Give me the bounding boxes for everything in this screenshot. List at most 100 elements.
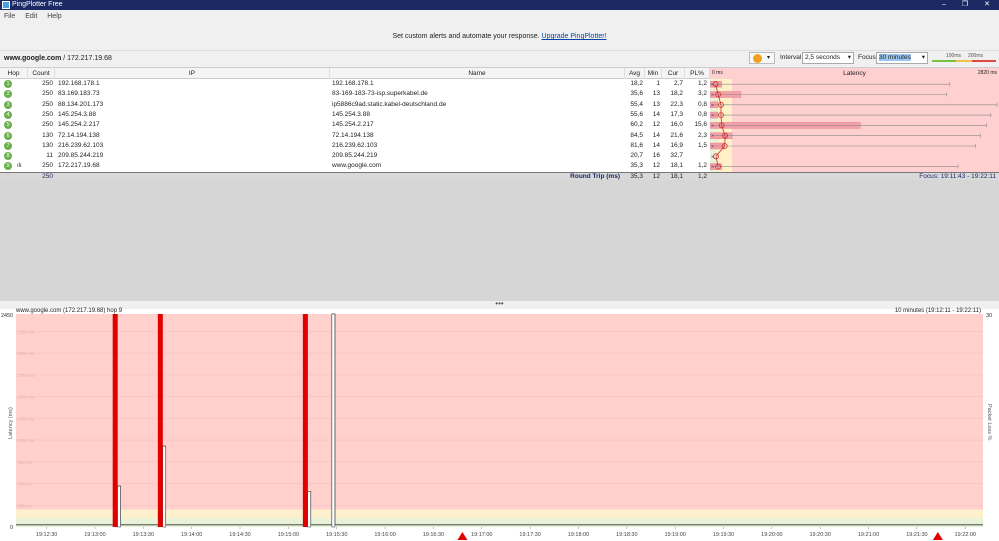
scale-200-label: 200ms <box>968 53 984 59</box>
hop-number: 9 <box>4 162 12 171</box>
col-avg[interactable]: Avg <box>625 68 645 79</box>
cell-name: 83-169-183-73-isp.superkabel.de <box>332 90 428 98</box>
hop-row[interactable]: 3 250 88.134.201.173 ip5886c9ad.static.kabe… <box>0 100 999 110</box>
loss-marker-icon[interactable] <box>932 532 943 540</box>
grid-label: 2000 ms <box>17 351 35 356</box>
cell-cur: 16,9 <box>670 141 683 149</box>
cell-cur: 16,0 <box>670 121 683 129</box>
maximize-button[interactable]: ❐ <box>961 1 969 8</box>
cell-ip: 172.217.19.68 <box>58 162 100 170</box>
cell-count: 250 <box>42 110 53 118</box>
pane-splitter[interactable]: ••• <box>0 300 999 309</box>
cell-ip: 209.85.244.219 <box>58 152 104 160</box>
scale-100-label: 100ms <box>946 53 962 59</box>
menu-file[interactable]: File <box>4 13 16 20</box>
hop-number: 1 <box>4 80 12 88</box>
latency-max-label: 2820 ms <box>977 70 997 76</box>
chart-range[interactable]: 10 minutes (19:12:11 - 19:22:11) <box>894 308 981 314</box>
grid-label: 1500 ms <box>17 395 35 400</box>
x-tick-label: 19:15:00 <box>278 532 299 538</box>
cell-ip: 192.168.178.1 <box>58 80 100 87</box>
cell-name: www.google.com <box>332 162 382 170</box>
pause-icon <box>753 54 762 63</box>
hop-number: 8 <box>4 152 12 161</box>
hop-row[interactable]: 2 250 83.169.183.73 83-169-183-73-isp.super… <box>0 89 999 99</box>
hop-row[interactable]: 4 250 145.254.3.88 145.254.3.88 55,6 14 17,3 0,… <box>0 110 999 120</box>
cell-cur: 18,1 <box>670 162 683 170</box>
grid-label: 2250 ms <box>17 329 35 334</box>
x-tick-label: 19:18:00 <box>568 532 589 538</box>
hop-number: 6 <box>4 131 12 140</box>
latency-spike <box>307 491 311 528</box>
minimize-button[interactable]: – <box>942 1 946 8</box>
focus-value: 30 minutes <box>879 54 911 61</box>
grid-label: 250 ms <box>17 503 33 508</box>
avg-trace <box>721 125 726 136</box>
latency-graph: × × × × × × × × × <box>710 80 998 171</box>
focus-label: Focus <box>858 54 876 61</box>
summary-pl: 1,2 <box>697 173 707 180</box>
summary-cur: 18,1 <box>670 173 683 180</box>
col-cur[interactable]: Cur <box>662 68 685 79</box>
cell-name: 216.239.62.103 <box>332 141 378 149</box>
interval-select[interactable]: 2,5 seconds ▾ <box>802 52 854 64</box>
loss-marker-icon[interactable] <box>457 532 468 540</box>
grid-label: 750 ms <box>17 460 33 465</box>
target-ip: / 172.217.19.68 <box>61 55 112 62</box>
x-tick-label: 19:21:30 <box>906 532 927 538</box>
latency-band <box>16 509 983 519</box>
col-pl[interactable]: PL% <box>685 68 710 79</box>
menu-edit[interactable]: Edit <box>25 13 38 20</box>
cell-count: 250 <box>42 80 53 87</box>
cur-marker: × <box>711 154 714 160</box>
upgrade-link[interactable]: Upgrade PingPlotter! <box>541 33 607 40</box>
cell-count: 130 <box>42 141 53 149</box>
latency-label: Latency <box>843 70 866 77</box>
hop-row[interactable]: 7 130 216.239.62.103 216.239.62.103 81,6 14 16… <box>0 141 999 151</box>
cur-marker: × <box>711 93 714 99</box>
cell-pl: 0,8 <box>697 110 707 118</box>
cell-min: 1 <box>656 80 660 87</box>
cell-pl: 1,2 <box>697 162 707 170</box>
focus-select[interactable]: 30 minutes ▾ <box>876 52 928 64</box>
col-count[interactable]: Count <box>28 68 55 79</box>
packet-loss-bar <box>112 314 118 527</box>
x-tick-label: 19:17:00 <box>471 532 492 538</box>
bar-chart-icon[interactable]: ılı <box>17 163 22 170</box>
hop-row[interactable]: 1 250 192.168.178.1 192.168.178.1 18,2 1 2,7 1,… <box>0 79 999 89</box>
close-button[interactable]: ✕ <box>984 1 990 8</box>
col-latency[interactable]: 0 ms Latency 2820 ms <box>710 68 999 79</box>
avg-marker <box>721 143 728 149</box>
latency-scale-legend: 100ms 200ms <box>932 53 996 63</box>
cell-avg: 35,3 <box>630 162 643 170</box>
cell-ip: 88.134.201.173 <box>58 100 104 108</box>
summary-avg: 35,3 <box>630 173 643 180</box>
latency-spike <box>117 485 121 528</box>
menu-help[interactable]: Help <box>47 13 62 20</box>
cell-cur: 22,3 <box>670 100 683 108</box>
x-tick-label: 19:20:00 <box>761 532 782 538</box>
latency-min-label: 0 ms <box>712 70 723 76</box>
y-max-label: 2450 <box>1 313 13 319</box>
x-tick-label: 19:15:30 <box>326 532 347 538</box>
hop-row[interactable]: 9 ılı 250 172.217.19.68 www.google.com 35,3 12… <box>0 161 999 171</box>
target-bar: www.google.com / 172.217.19.68 <box>0 50 999 66</box>
avg-marker <box>713 153 719 160</box>
pause-button[interactable]: ▾ <box>749 52 775 64</box>
cell-min: 14 <box>652 110 660 118</box>
cell-min: 13 <box>652 100 660 108</box>
chart-title: www.google.com (172.217.19.68) hop 9 <box>16 308 123 314</box>
y-right-max-label: 30 <box>986 313 992 319</box>
hop-row[interactable]: 5 250 145.254.2.217 145.254.2.217 60,2 12 16,0… <box>0 120 999 130</box>
hop-row[interactable]: 6 130 72.14.194.138 72.14.194.138 84,5 14 21,6… <box>0 131 999 141</box>
hop-row[interactable]: 8 11 209.85.244.219 209.85.244.219 20,7 16 32,… <box>0 151 999 161</box>
col-min[interactable]: Min <box>645 68 662 79</box>
summary-count: 250 <box>42 173 53 180</box>
grid-label: 1750 ms <box>17 373 35 378</box>
col-name[interactable]: Name <box>330 68 625 79</box>
col-ip[interactable]: IP <box>55 68 330 79</box>
col-hop[interactable]: Hop <box>0 68 28 79</box>
cell-min: 16 <box>652 152 660 160</box>
x-tick-label: 19:18:30 <box>616 532 637 538</box>
cell-min: 13 <box>652 90 660 98</box>
